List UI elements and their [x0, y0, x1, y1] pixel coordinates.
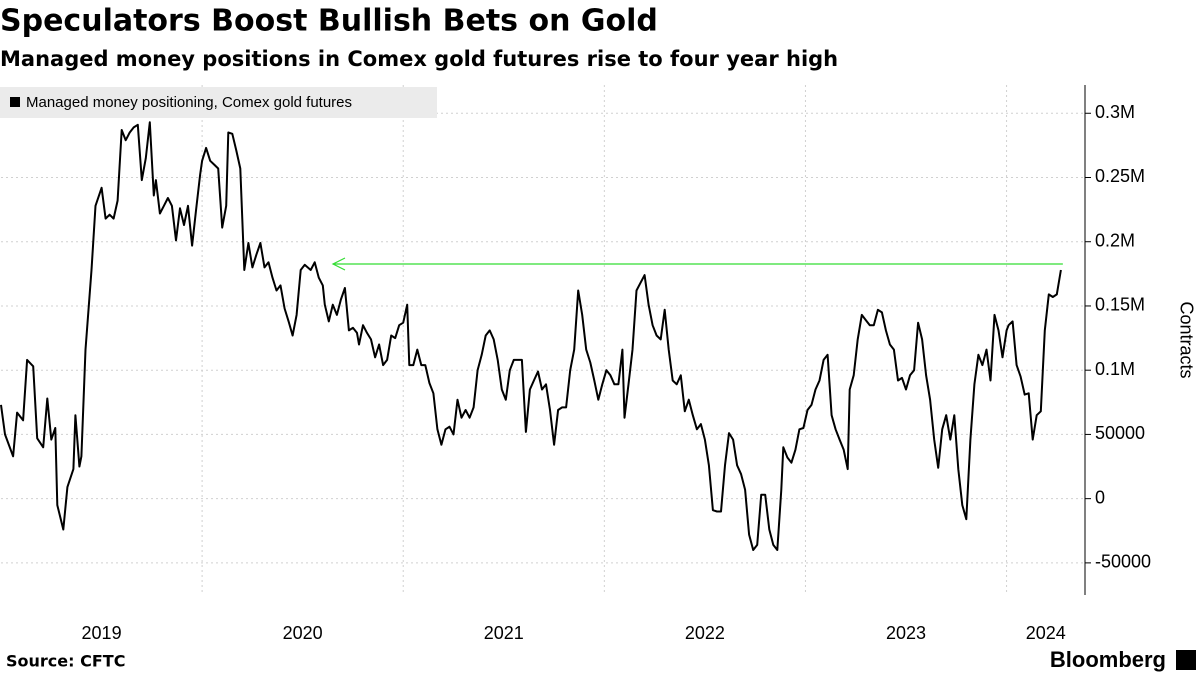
y-tick-label: 0	[1095, 487, 1105, 507]
logo-icon	[1176, 650, 1196, 670]
x-tick-label: 2024	[1026, 623, 1066, 643]
x-tick-label: 2022	[685, 623, 725, 643]
source: Source: CFTC	[6, 652, 125, 671]
legend-label: Managed money positioning, Comex gold fu…	[26, 94, 352, 111]
data-line	[0, 121, 1062, 551]
logo: Bloomberg	[1050, 647, 1166, 672]
x-tick-label: 2021	[484, 623, 524, 643]
y-tick-label: 50000	[1095, 423, 1145, 443]
legend-box	[0, 87, 437, 118]
chart-subtitle: Managed money positions in Comex gold fu…	[0, 47, 838, 71]
y-tick-label: 0.3M	[1095, 102, 1135, 122]
y-tick-label: 0.25M	[1095, 166, 1145, 186]
x-tick-label: 2020	[283, 623, 323, 643]
x-tick-label: 2019	[82, 623, 122, 643]
y-axis-label: Contracts	[1176, 301, 1196, 378]
y-tick-label: 0.2M	[1095, 230, 1135, 250]
y-tick-label: 0.1M	[1095, 359, 1135, 379]
annotation-arrowhead	[331, 257, 346, 271]
x-tick-label: 2023	[886, 623, 926, 643]
y-tick-label: -50000	[1095, 552, 1151, 572]
y-tick-label: 0.15M	[1095, 295, 1145, 315]
legend-swatch	[10, 97, 20, 107]
chart-title: Speculators Boost Bullish Bets on Gold	[0, 4, 658, 39]
